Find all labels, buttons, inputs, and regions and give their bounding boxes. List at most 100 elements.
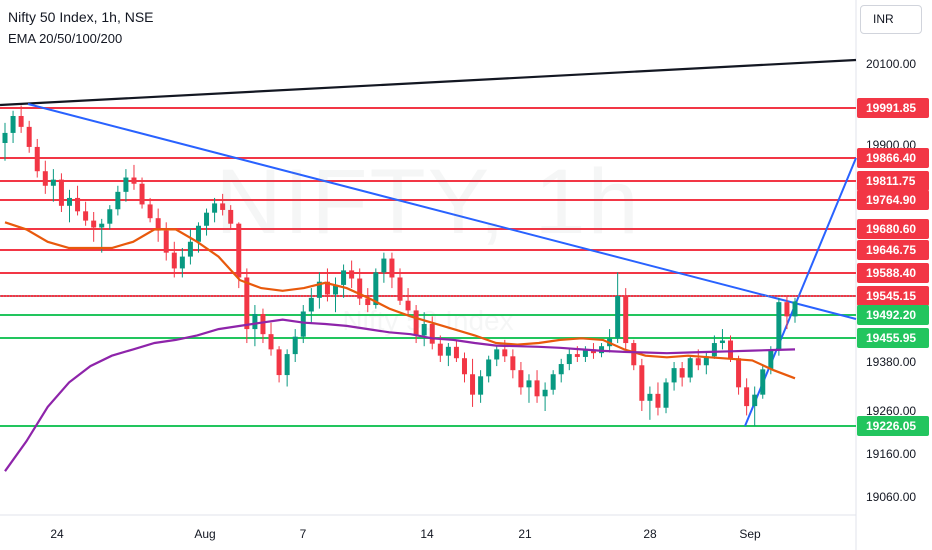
candle-body [147, 204, 153, 219]
candle-body [470, 374, 476, 395]
price-tag-text: 19991.85 [866, 101, 916, 115]
candle [607, 329, 613, 353]
candle [413, 305, 419, 344]
candle-body [776, 302, 782, 350]
candle-body [453, 346, 459, 359]
candle-body [784, 302, 790, 317]
candle-body [615, 296, 621, 339]
candle-body [316, 281, 322, 298]
candle-body [155, 218, 161, 231]
candle [655, 382, 661, 416]
candle [687, 355, 693, 383]
candle-body [75, 197, 81, 212]
candle-body [663, 382, 669, 408]
candle [631, 339, 637, 371]
candle [550, 370, 556, 395]
candle-body [389, 258, 395, 278]
candle [736, 355, 742, 395]
candle-body [171, 252, 177, 269]
candle-body [413, 310, 419, 336]
candle [421, 312, 427, 347]
price-tag-bg [857, 240, 929, 260]
candle-body [357, 278, 363, 299]
x-tick-label: Aug [194, 527, 215, 541]
candle-body [187, 241, 193, 257]
indicator-legend[interactable]: EMA 20/50/100/200 [8, 31, 123, 46]
candle-body [736, 358, 742, 388]
candle-body [582, 349, 588, 357]
price-tag-bg [857, 148, 929, 168]
candle [179, 247, 185, 278]
candle [711, 335, 717, 359]
candle [58, 173, 64, 213]
y-tick-label: 19260.00 [866, 404, 916, 418]
horizontal-levels [0, 107, 856, 427]
level-price-tag: 19811.75 [857, 171, 929, 191]
candle-body [478, 376, 484, 395]
x-tick-label: 24 [50, 527, 64, 541]
candle [107, 205, 113, 230]
candle-body [66, 197, 72, 206]
candle-body [179, 256, 185, 269]
level-price-tag: 19545.15 [857, 286, 929, 306]
candle-body [421, 324, 427, 336]
candle-body [429, 324, 435, 344]
candle-body [752, 394, 758, 407]
candle [244, 268, 250, 344]
candle-body [115, 191, 121, 210]
candle [752, 386, 758, 427]
candle [445, 343, 451, 367]
level-price-tag: 19866.40 [857, 148, 929, 168]
candle [526, 374, 532, 403]
candle-body [655, 393, 661, 408]
level-price-tag: 19764.90 [857, 190, 929, 210]
candle-body [744, 387, 750, 407]
candle [647, 386, 653, 420]
candle [671, 362, 677, 391]
candle [187, 229, 193, 265]
candle [204, 208, 210, 236]
price-tag-bg [857, 305, 929, 325]
candle-body [486, 359, 492, 377]
y-tick-label: 20100.00 [866, 57, 916, 71]
candle [308, 288, 314, 323]
level-price-tag: 19680.60 [857, 219, 929, 239]
candle-body [437, 343, 443, 356]
candle [478, 370, 484, 403]
candle [300, 305, 306, 344]
candle-body [365, 298, 371, 306]
level-price-tag: 19455.95 [857, 328, 929, 348]
price-tag-text: 19226.05 [866, 419, 916, 433]
candle-body [405, 300, 411, 311]
candle [397, 268, 403, 306]
time-axis: 24 Aug 7 14 21 28 Sep [50, 527, 761, 541]
candle-body [631, 343, 637, 366]
candle [18, 105, 24, 133]
candle-body [42, 171, 48, 186]
candle [663, 378, 669, 414]
level-price-labels: 19991.85 19866.40 19811.75 19764.90 19680.60… [857, 98, 929, 436]
candle-body [123, 177, 129, 192]
level-price-tag: 19588.40 [857, 263, 929, 283]
candle-body [99, 223, 105, 228]
candle [744, 378, 750, 416]
x-tick-label: 7 [300, 527, 307, 541]
price-tag-bg [857, 171, 929, 191]
candle [349, 260, 355, 289]
candle [115, 185, 121, 216]
ema-line-20 [4, 221, 796, 380]
candle [542, 382, 548, 411]
candle [252, 305, 258, 347]
candle [615, 272, 621, 344]
price-tag-text: 19680.60 [866, 222, 916, 236]
candle [381, 252, 387, 283]
candle [147, 197, 153, 223]
y-tick-label: 19380.00 [866, 355, 916, 369]
currency-button[interactable]: INR [860, 5, 922, 34]
candle [228, 205, 234, 230]
candle-body [760, 369, 766, 395]
price-tag-text: 19455.95 [866, 331, 916, 345]
candle [365, 288, 371, 313]
ema-line-50 [4, 318, 796, 472]
